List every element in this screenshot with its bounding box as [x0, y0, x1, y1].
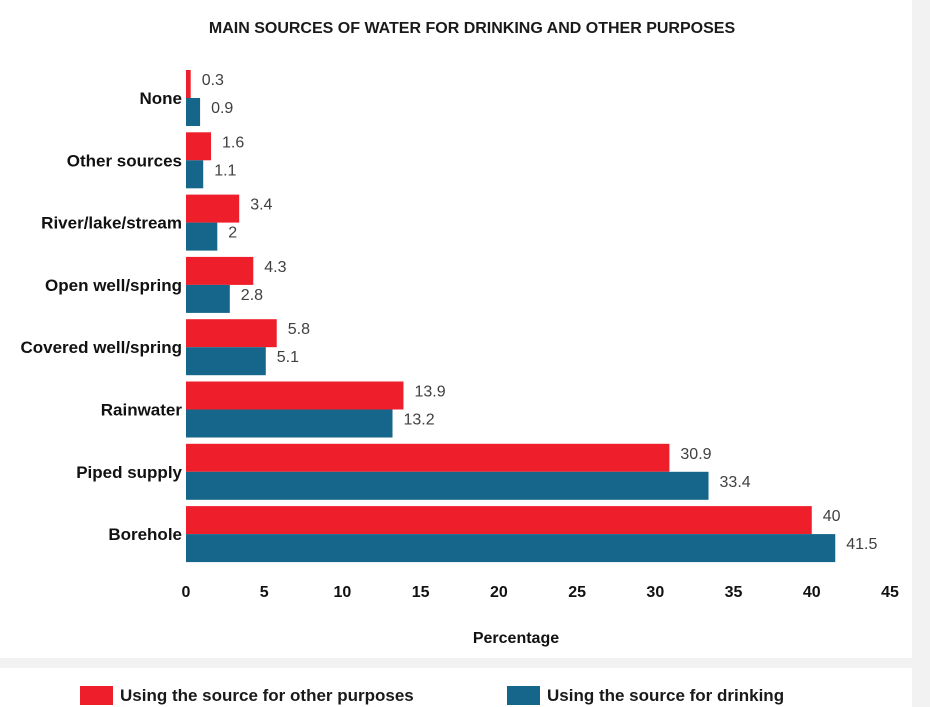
value-label-drinking-borehole: 41.5 — [846, 536, 877, 553]
x-tick-30: 30 — [646, 584, 664, 601]
legend: Using the source for other purposes Usin… — [80, 686, 784, 705]
x-tick-20: 20 — [490, 584, 508, 601]
legend-background — [0, 668, 912, 707]
bar-other-purposes-covered-well-spring — [186, 319, 277, 348]
bar-other-purposes-piped-supply — [186, 443, 670, 472]
x-tick-10: 10 — [334, 584, 352, 601]
value-label-other-purposes-borehole: 40 — [823, 508, 841, 525]
bar-drinking-other-sources — [186, 160, 204, 189]
category-label-piped-supply: Piped supply — [76, 463, 182, 482]
bar-drinking-none — [186, 98, 201, 126]
value-label-other-purposes-river-lake-stream: 3.4 — [250, 197, 272, 214]
bars-layer — [186, 70, 836, 563]
category-label-covered-well-spring: Covered well/spring — [20, 338, 182, 357]
legend-swatch-other-purposes — [80, 686, 113, 705]
x-tick-25: 25 — [568, 584, 586, 601]
value-label-drinking-open-well-spring: 2.8 — [241, 287, 263, 304]
bar-other-purposes-borehole — [186, 506, 812, 535]
x-axis-ticks: 0 5 10 15 20 25 30 35 40 45 — [182, 584, 899, 601]
value-label-other-purposes-covered-well-spring: 5.8 — [288, 321, 310, 338]
value-label-drinking-none: 0.9 — [211, 100, 233, 117]
x-tick-35: 35 — [725, 584, 743, 601]
category-label-none: None — [140, 89, 183, 108]
value-label-other-purposes-rainwater: 13.9 — [414, 384, 445, 401]
legend-label-drinking: Using the source for drinking — [547, 686, 784, 705]
x-tick-40: 40 — [803, 584, 821, 601]
value-label-drinking-other-sources: 1.1 — [214, 162, 236, 179]
x-tick-5: 5 — [260, 584, 269, 601]
value-label-other-purposes-open-well-spring: 4.3 — [264, 259, 286, 276]
value-labels: 0.3 0.9 1.6 1.1 3.4 2 4.32.8 5.8 5.1 13.9 13.2 30.9… — [202, 72, 878, 553]
bar-drinking-open-well-spring — [186, 284, 230, 313]
bar-drinking-piped-supply — [186, 471, 709, 500]
value-label-drinking-covered-well-spring: 5.1 — [277, 349, 299, 366]
bar-other-purposes-none — [186, 70, 191, 98]
bar-other-purposes-other-sources — [186, 132, 212, 161]
bar-drinking-river-lake-stream — [186, 222, 218, 251]
value-label-drinking-river-lake-stream: 2 — [228, 225, 237, 242]
chart-title: MAIN SOURCES OF WATER FOR DRINKING AND O… — [209, 20, 736, 37]
value-label-other-purposes-none: 0.3 — [202, 72, 224, 89]
bar-drinking-covered-well-spring — [186, 347, 266, 376]
category-label-open-well-spring: Open well/spring — [45, 276, 182, 295]
category-labels: None Other sources River/lake/stream Open w… — [20, 89, 182, 544]
category-label-rainwater: Rainwater — [101, 401, 183, 420]
x-axis-title: Percentage — [473, 630, 559, 647]
category-label-other-sources: Other sources — [67, 151, 182, 170]
legend-label-other-purposes: Using the source for other purposes — [120, 686, 414, 705]
bar-drinking-borehole — [186, 534, 836, 563]
x-tick-0: 0 — [182, 584, 191, 601]
x-tick-15: 15 — [412, 584, 430, 601]
bar-other-purposes-rainwater — [186, 381, 404, 410]
value-label-drinking-piped-supply: 33.4 — [720, 474, 751, 491]
bar-other-purposes-river-lake-stream — [186, 194, 240, 223]
value-label-other-purposes-piped-supply: 30.9 — [680, 446, 711, 463]
value-label-drinking-rainwater: 13.2 — [404, 412, 435, 429]
value-label-other-purposes-other-sources: 1.6 — [222, 134, 244, 151]
category-label-river-lake-stream: River/lake/stream — [41, 214, 182, 233]
legend-swatch-drinking — [507, 686, 540, 705]
category-label-borehole: Borehole — [108, 525, 182, 544]
bar-other-purposes-open-well-spring — [186, 256, 254, 285]
bar-drinking-rainwater — [186, 409, 393, 438]
x-tick-45: 45 — [881, 584, 899, 601]
